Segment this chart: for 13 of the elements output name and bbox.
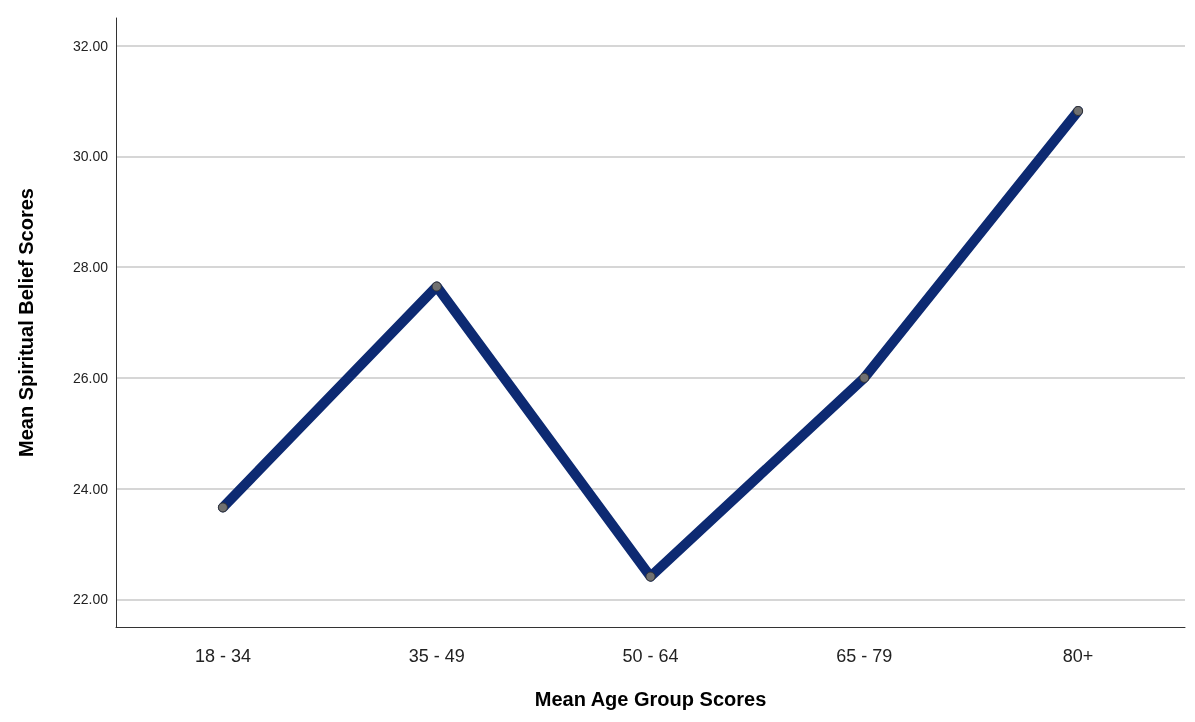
- x-tick-label: 80+: [1062, 646, 1094, 666]
- x-tick-label: 35 - 49: [408, 646, 465, 666]
- y-tick-label: 28.00: [72, 259, 109, 276]
- y-tick-label: 22.00: [72, 591, 109, 608]
- y-axis-title: Mean Spiritual Belief Scores: [15, 188, 37, 457]
- x-tick-label: 18 - 34: [194, 646, 251, 666]
- y-tick-label: 30.00: [72, 148, 109, 165]
- x-axis-title: Mean Age Group Scores: [534, 688, 767, 710]
- x-tick-label: 65 - 79: [836, 646, 893, 666]
- y-tick-label: 32.00: [72, 37, 109, 54]
- x-tick-label: 50 - 64: [622, 646, 679, 666]
- y-tick-label: 26.00: [72, 369, 109, 386]
- y-tick-label: 24.00: [72, 480, 109, 497]
